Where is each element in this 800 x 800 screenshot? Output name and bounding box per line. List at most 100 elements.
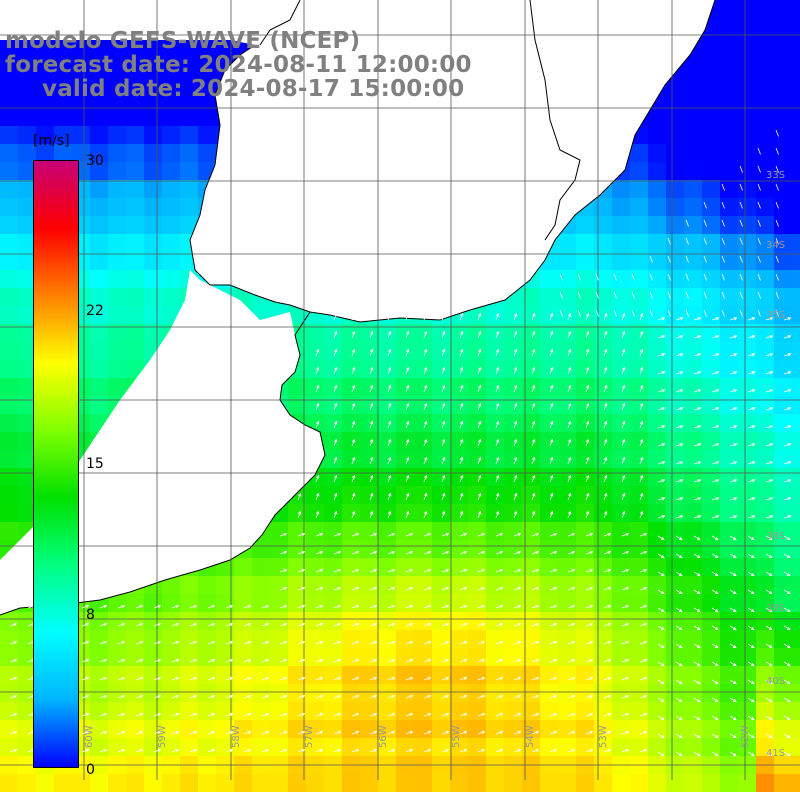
wind-arrow xyxy=(657,388,666,393)
wind-cell xyxy=(576,486,594,504)
wind-cell xyxy=(792,450,800,468)
wind-cell xyxy=(90,396,108,414)
wind-cell xyxy=(756,468,774,486)
wind-cell xyxy=(432,666,450,684)
wind-cell xyxy=(594,720,612,738)
wind-cell xyxy=(162,90,180,108)
lon-label-55w: 55W xyxy=(451,725,462,748)
wind-cell xyxy=(756,0,774,18)
wind-cell xyxy=(252,684,270,702)
wind-arrow xyxy=(693,478,702,483)
wind-cell xyxy=(504,648,522,666)
wind-arrow xyxy=(693,406,702,411)
wind-cell xyxy=(522,522,540,540)
wind-cell xyxy=(342,378,360,396)
wind-cell xyxy=(216,702,234,720)
wind-arrow xyxy=(333,550,342,555)
wind-cell xyxy=(252,630,270,648)
wind-arrow xyxy=(351,532,360,537)
wind-cell xyxy=(360,666,378,684)
wind-cell xyxy=(144,90,162,108)
wind-arrow xyxy=(459,568,468,573)
wind-arrow xyxy=(739,237,743,245)
wind-arrows xyxy=(9,129,792,757)
wind-arrow xyxy=(703,219,707,227)
wind-arrow xyxy=(315,348,320,357)
wind-cell xyxy=(126,342,144,360)
wind-cell xyxy=(378,648,396,666)
wind-cell xyxy=(18,378,36,396)
wind-arrow xyxy=(315,492,320,501)
wind-cell xyxy=(414,666,432,684)
wind-arrow xyxy=(549,694,558,699)
wind-arrow xyxy=(549,550,558,555)
wind-cell xyxy=(522,630,540,648)
wind-cell xyxy=(306,666,324,684)
wind-cell xyxy=(180,162,198,180)
wind-cell xyxy=(684,720,702,738)
wind-cell xyxy=(450,468,468,486)
wind-cell xyxy=(234,558,252,576)
wind-arrow xyxy=(621,604,630,609)
wind-cell xyxy=(540,486,558,504)
wind-cell xyxy=(486,774,504,792)
wind-cell xyxy=(18,306,36,324)
wind-cell xyxy=(684,144,702,162)
coastline xyxy=(0,0,716,616)
wind-arrow xyxy=(739,291,743,299)
wind-cell xyxy=(486,738,504,756)
wind-cell xyxy=(360,432,378,450)
wind-cell xyxy=(396,594,414,612)
wind-cell xyxy=(342,684,360,702)
wind-cell xyxy=(324,378,342,396)
wind-arrow xyxy=(297,748,306,753)
wind-arrow xyxy=(747,478,756,483)
wind-cell xyxy=(378,684,396,702)
wind-arrow xyxy=(369,492,374,501)
wind-arrow xyxy=(423,712,432,717)
wind-cell xyxy=(576,288,594,306)
wind-arrow xyxy=(747,316,756,321)
wind-cell xyxy=(450,576,468,594)
wind-cell xyxy=(288,396,306,414)
wind-arrow xyxy=(423,438,428,447)
wind-cell xyxy=(630,234,648,252)
wind-cell xyxy=(414,522,432,540)
wind-arrow xyxy=(117,730,126,735)
wind-arrow xyxy=(765,352,774,357)
wind-cell xyxy=(666,108,684,126)
wind-cell xyxy=(270,666,288,684)
wind-arrow xyxy=(405,312,410,321)
wind-arrow xyxy=(757,183,761,191)
wind-arrow xyxy=(675,370,684,375)
wind-cell xyxy=(540,288,558,306)
wind-cell xyxy=(792,18,800,36)
wind-cell xyxy=(306,504,324,522)
wind-arrow xyxy=(351,402,356,411)
wind-cell xyxy=(504,702,522,720)
wind-cell xyxy=(288,702,306,720)
wind-arrow xyxy=(703,237,707,245)
wind-arrow xyxy=(279,550,288,555)
wind-arrow xyxy=(567,348,572,357)
wind-cell xyxy=(540,540,558,558)
wind-arrow xyxy=(657,697,665,703)
wind-arrow xyxy=(81,658,90,663)
wind-cell xyxy=(396,414,414,432)
wind-arrow xyxy=(225,622,234,627)
wind-cell xyxy=(576,378,594,396)
wind-cell xyxy=(738,324,756,342)
wind-arrow xyxy=(603,438,608,447)
wind-arrow xyxy=(225,730,234,735)
wind-cell xyxy=(360,522,378,540)
wind-arrow xyxy=(513,658,522,663)
wind-cell xyxy=(414,504,432,522)
wind-cell xyxy=(792,360,800,378)
wind-arrow xyxy=(783,496,792,501)
wind-arrow xyxy=(333,748,342,753)
wind-arrow xyxy=(99,604,108,609)
wind-arrow xyxy=(351,474,356,483)
wind-cell xyxy=(198,72,216,90)
wind-arrow xyxy=(549,568,558,573)
wind-arrow xyxy=(243,640,252,645)
